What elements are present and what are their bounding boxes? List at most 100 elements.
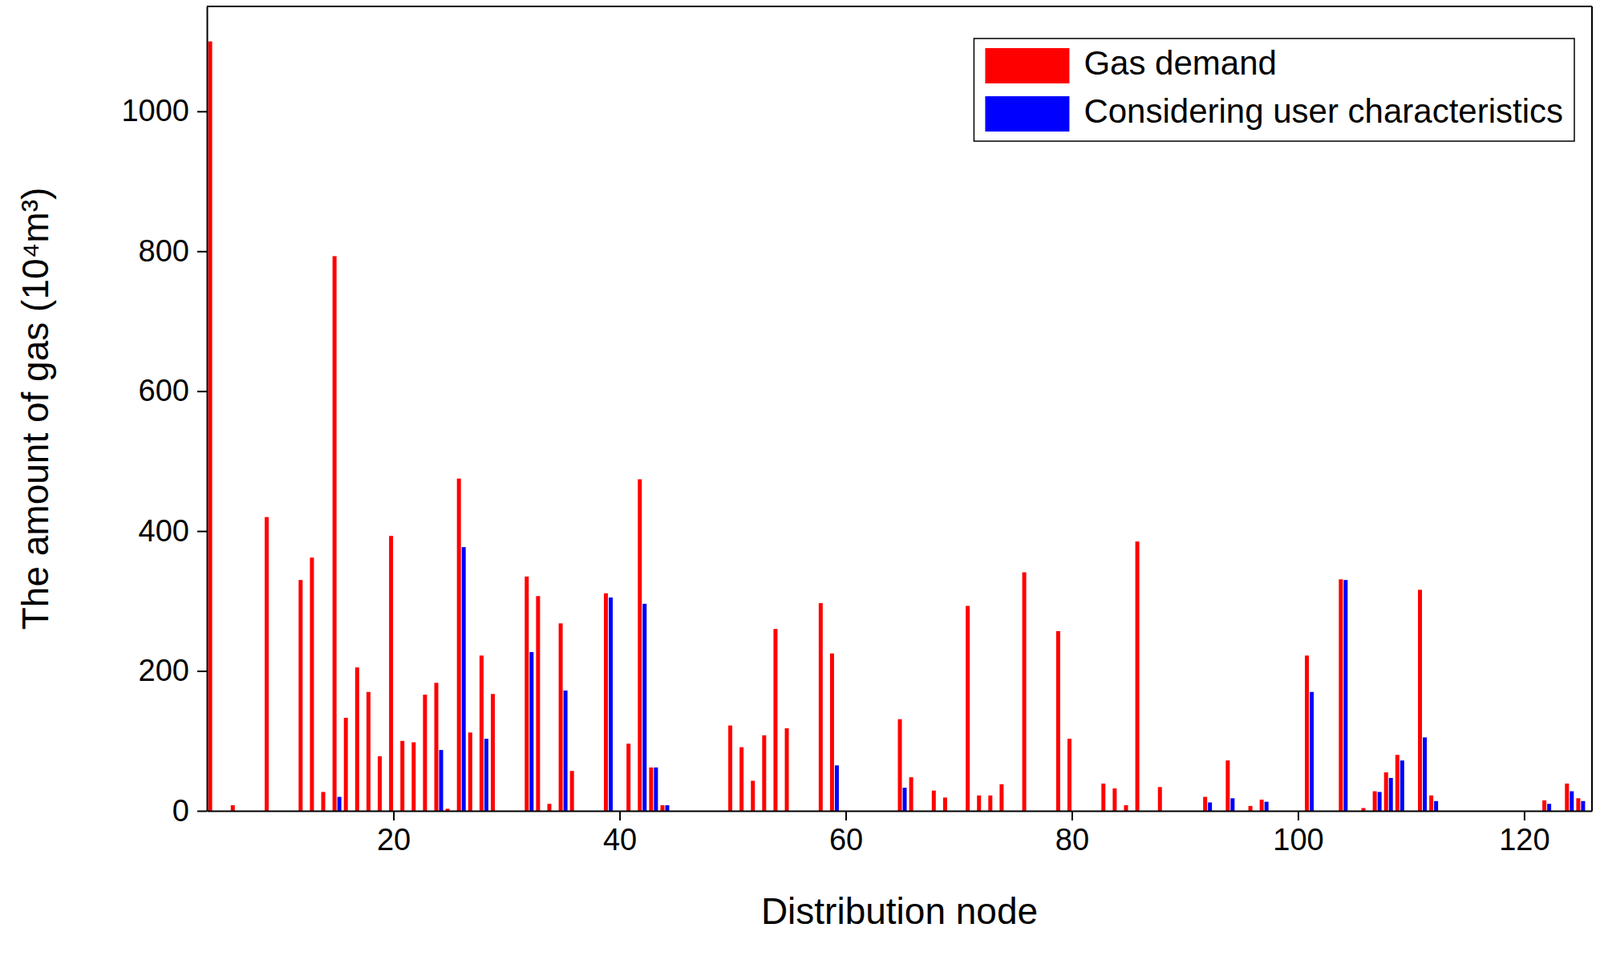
bar bbox=[988, 795, 993, 811]
x-tick-mark bbox=[1071, 810, 1074, 821]
bar bbox=[1377, 791, 1382, 811]
legend-label: Considering user characteristics bbox=[1083, 92, 1564, 130]
bar bbox=[660, 805, 665, 811]
bar bbox=[830, 653, 835, 811]
bar bbox=[411, 742, 416, 811]
bar bbox=[739, 747, 744, 811]
bar-series bbox=[337, 546, 1586, 811]
bar bbox=[366, 692, 371, 811]
legend: Gas demand Considering user characteristi… bbox=[973, 38, 1575, 142]
y-tick: 200 bbox=[138, 653, 207, 688]
bar bbox=[1304, 655, 1309, 811]
x-tick: 80 bbox=[1055, 810, 1090, 857]
chart: 2040608010012002004006008001000Distribut… bbox=[0, 0, 1600, 956]
bar bbox=[344, 717, 349, 811]
bar bbox=[664, 805, 669, 811]
bar bbox=[1248, 806, 1253, 811]
bar bbox=[332, 255, 337, 811]
y-tick-label: 600 bbox=[138, 373, 190, 408]
bar bbox=[648, 767, 653, 811]
bar bbox=[1542, 800, 1547, 811]
x-axis: 20406080100120 bbox=[207, 810, 1593, 857]
bar bbox=[1309, 692, 1314, 811]
bar bbox=[468, 732, 473, 811]
bar bbox=[931, 790, 936, 811]
bar bbox=[999, 784, 1004, 811]
bar bbox=[434, 682, 439, 811]
bar bbox=[1123, 805, 1128, 811]
bar bbox=[400, 741, 405, 811]
x-tick-label: 20 bbox=[376, 822, 411, 857]
y-tick-label: 800 bbox=[138, 234, 190, 268]
y-tick-mark bbox=[197, 530, 207, 533]
bar bbox=[1067, 738, 1072, 811]
y-tick: 1000 bbox=[121, 93, 207, 128]
bar bbox=[321, 791, 326, 811]
bar bbox=[457, 478, 462, 811]
bar bbox=[728, 725, 733, 811]
bar bbox=[785, 728, 790, 811]
y-tick-mark bbox=[197, 810, 207, 813]
bar bbox=[834, 765, 839, 811]
x-tick-label: 100 bbox=[1272, 822, 1324, 857]
bar bbox=[1343, 579, 1348, 811]
bar bbox=[558, 623, 564, 811]
x-axis-line bbox=[207, 810, 1593, 813]
bar bbox=[479, 655, 484, 811]
x-tick-mark bbox=[619, 810, 621, 821]
x-tick-mark bbox=[1523, 810, 1526, 821]
bar bbox=[818, 603, 823, 811]
frame bbox=[1591, 6, 1593, 811]
bar bbox=[903, 787, 908, 811]
bar bbox=[773, 628, 778, 811]
bar bbox=[388, 535, 393, 811]
y-tick: 800 bbox=[138, 234, 207, 268]
legend-swatch bbox=[984, 96, 1070, 132]
bar bbox=[1056, 631, 1061, 811]
bar bbox=[563, 690, 568, 811]
bar bbox=[603, 593, 608, 811]
bar bbox=[1230, 797, 1235, 811]
bar bbox=[439, 749, 444, 811]
bar bbox=[264, 517, 269, 811]
x-tick: 40 bbox=[603, 810, 637, 857]
bar bbox=[1022, 572, 1027, 811]
bar bbox=[1112, 788, 1117, 811]
bar bbox=[1429, 795, 1434, 811]
bar bbox=[570, 770, 575, 811]
y-axis-line bbox=[206, 7, 209, 812]
bar bbox=[1259, 799, 1264, 811]
bar bbox=[750, 780, 755, 811]
bar bbox=[898, 719, 903, 811]
x-tick-label: 40 bbox=[603, 822, 637, 857]
x-axis-title: Distribution node bbox=[761, 890, 1038, 932]
plot-area bbox=[208, 41, 1586, 811]
bar bbox=[1373, 791, 1378, 811]
y-tick-mark bbox=[197, 251, 207, 253]
bar bbox=[208, 41, 213, 811]
bar bbox=[1422, 737, 1427, 811]
bar bbox=[608, 597, 613, 811]
bar bbox=[529, 652, 534, 811]
bar bbox=[461, 546, 466, 811]
legend-label: Gas demand bbox=[1083, 44, 1276, 82]
bar bbox=[1264, 802, 1269, 811]
bar bbox=[1575, 797, 1580, 811]
x-tick-mark bbox=[845, 810, 847, 821]
bar bbox=[309, 557, 314, 811]
x-tick: 60 bbox=[829, 810, 863, 857]
bar bbox=[943, 797, 948, 811]
bar bbox=[422, 694, 427, 811]
bar bbox=[653, 767, 658, 811]
bar bbox=[535, 595, 540, 811]
bar bbox=[1207, 802, 1212, 811]
y-axis: 02004006008001000 bbox=[121, 7, 207, 828]
y-tick-mark bbox=[197, 670, 207, 673]
x-tick: 20 bbox=[376, 810, 411, 857]
bar bbox=[1564, 783, 1569, 811]
bar bbox=[490, 693, 495, 811]
bar bbox=[1417, 589, 1422, 811]
bar bbox=[355, 667, 360, 811]
y-tick-label: 200 bbox=[138, 653, 190, 688]
y-tick: 0 bbox=[172, 793, 207, 828]
